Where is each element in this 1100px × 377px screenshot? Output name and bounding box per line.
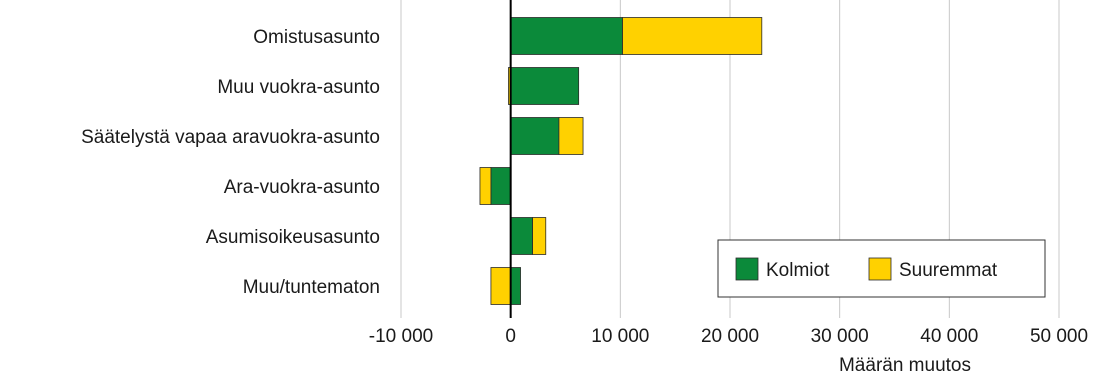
x-tick-label: -10 000 — [369, 326, 433, 347]
x-axis-title: Määrän muutos — [839, 355, 971, 376]
legend: Kolmiot Suuremmat — [717, 239, 1046, 298]
bar-kolmiot-muu-vuokra-asunto — [510, 67, 580, 105]
x-tick-label: 40 000 — [920, 326, 978, 347]
bar-suuremmat-ara-vuokra-asunto — [479, 167, 492, 205]
bar-suuremmat-saatelysta-vapaa-aravuokra-asunto — [558, 117, 584, 155]
x-tick-label: 0 — [505, 326, 516, 347]
x-tick-label: 30 000 — [811, 326, 869, 347]
x-tick-labels: -10 000 0 10 000 20 000 30 000 40 000 50 000 — [369, 326, 1088, 347]
bar-kolmiot-asumisoikeusasunto — [510, 217, 533, 255]
legend-swatch-kolmiot — [735, 257, 759, 281]
category-label-omistusasunto: Omistusasunto — [253, 27, 380, 48]
category-labels: Omistusasunto Muu vuokra-asunto Säätelystä… — [81, 27, 380, 298]
bar-kolmiot-saatelysta-vapaa-aravuokra-asunto — [510, 117, 560, 155]
category-label-asumisoikeusasunto: Asumisoikeusasunto — [206, 227, 380, 248]
x-tick-label: 10 000 — [591, 326, 649, 347]
category-label-ara-vuokra-asunto: Ara-vuokra-asunto — [224, 177, 380, 198]
category-label-saatelysta-vapaa-aravuokra-asunto: Säätelystä vapaa aravuokra-asunto — [81, 127, 380, 148]
category-label-muu-vuokra-asunto: Muu vuokra-asunto — [217, 77, 380, 98]
legend-label-suuremmat: Suuremmat — [899, 260, 998, 281]
bar-suuremmat-asumisoikeusasunto — [532, 217, 547, 255]
category-label-muu-tuntematon: Muu/tuntematon — [243, 277, 380, 298]
legend-label-kolmiot: Kolmiot — [766, 260, 830, 281]
bar-kolmiot-omistusasunto — [510, 17, 623, 55]
x-tick-label: 50 000 — [1030, 326, 1088, 347]
x-tick-label: 20 000 — [701, 326, 759, 347]
bar-suuremmat-omistusasunto — [622, 17, 763, 55]
bar-kolmiot-muu-tuntematon — [510, 267, 521, 305]
bars — [479, 17, 763, 305]
bar-kolmiot-ara-vuokra-asunto — [490, 167, 512, 205]
bar-suuremmat-muu-tuntematon — [490, 267, 512, 305]
legend-swatch-suuremmat — [868, 257, 892, 281]
